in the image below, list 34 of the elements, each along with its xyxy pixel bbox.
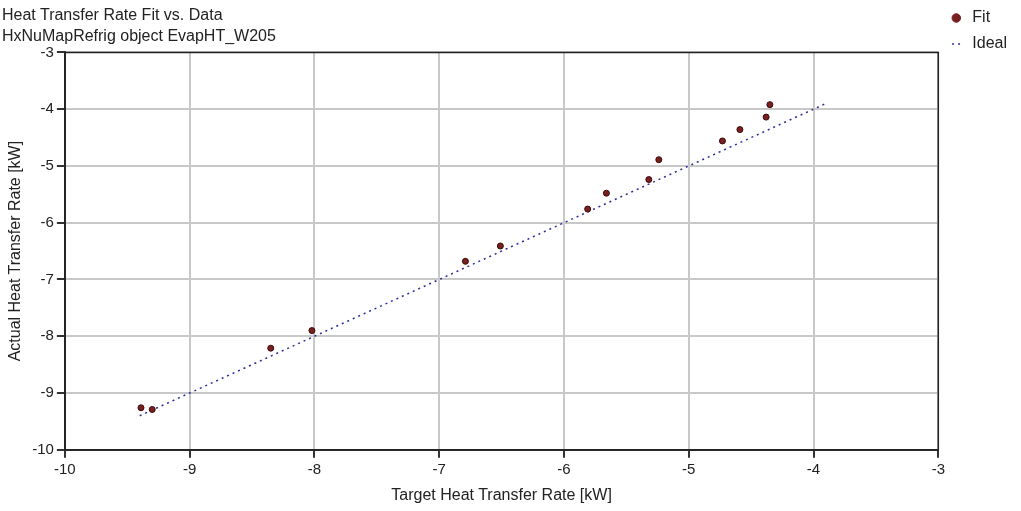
point bbox=[461, 257, 469, 265]
y-tick-label: -5 bbox=[40, 156, 54, 174]
point bbox=[496, 242, 504, 250]
point bbox=[584, 205, 592, 213]
x-tick-label: -7 bbox=[432, 459, 446, 477]
point bbox=[718, 137, 726, 145]
point bbox=[267, 344, 275, 352]
point bbox=[148, 405, 156, 413]
point bbox=[655, 156, 663, 164]
chart-title: Heat Transfer Rate Fit vs. Data bbox=[2, 6, 223, 24]
point bbox=[308, 327, 316, 335]
legend-label: Fit bbox=[972, 8, 991, 26]
x-tick-label: -8 bbox=[307, 459, 322, 477]
point bbox=[762, 113, 770, 121]
x-tick-label: -9 bbox=[182, 459, 197, 477]
y-tick-label: -6 bbox=[40, 212, 54, 230]
y-tick-label: -9 bbox=[40, 383, 54, 401]
y-tick-label: -4 bbox=[40, 99, 54, 117]
point bbox=[766, 101, 774, 109]
point bbox=[602, 189, 610, 197]
x-tick-label: -6 bbox=[557, 459, 571, 477]
y-tick-label: -7 bbox=[40, 269, 54, 287]
x-axis-title: Target Heat Transfer Rate [kW] bbox=[391, 485, 612, 503]
legend-label: Ideal bbox=[972, 34, 1008, 52]
y-axis-title: Actual Heat Transfer Rate [kW] bbox=[6, 140, 24, 362]
x-tick-label: -5 bbox=[682, 459, 696, 477]
point bbox=[736, 126, 744, 134]
y-tick-label: -10 bbox=[32, 439, 54, 457]
point bbox=[137, 404, 145, 412]
x-tick-label: -10 bbox=[54, 459, 76, 477]
y-tick-label: -8 bbox=[40, 326, 54, 344]
x-tick-label: -4 bbox=[806, 459, 821, 477]
point bbox=[645, 176, 653, 184]
x-tick-label: -3 bbox=[931, 459, 945, 477]
